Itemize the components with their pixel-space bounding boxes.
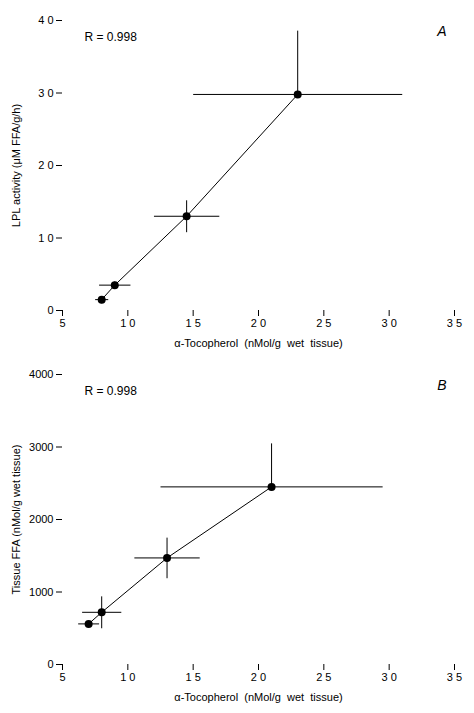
svg-text:2 5: 2 5 [316, 317, 331, 329]
svg-text:3 5: 3 5 [447, 671, 462, 683]
svg-text:LPL activity (μM FFA/g/h): LPL activity (μM FFA/g/h) [10, 104, 22, 227]
svg-text:R = 0.998: R = 0.998 [85, 30, 138, 44]
svg-text:R = 0.998: R = 0.998 [85, 384, 138, 398]
svg-text:1 0: 1 0 [38, 232, 53, 244]
svg-text:3 0: 3 0 [382, 317, 397, 329]
svg-text:0: 0 [47, 658, 53, 670]
svg-text:1000: 1000 [29, 586, 53, 598]
svg-text:5: 5 [59, 317, 65, 329]
svg-text:2 5: 2 5 [316, 671, 331, 683]
svg-text:3 0: 3 0 [382, 671, 397, 683]
svg-text:1 0: 1 0 [120, 317, 135, 329]
svg-text:3 5: 3 5 [447, 317, 462, 329]
svg-text:2 0: 2 0 [38, 159, 53, 171]
svg-text:4000: 4000 [29, 368, 53, 380]
svg-text:α-Tocopherol (nMol/g wet ti: α-Tocopherol (nMol/g wet tissue) [174, 691, 342, 703]
svg-text:0: 0 [47, 304, 53, 316]
svg-text:2000: 2000 [29, 513, 53, 525]
svg-text:3 0: 3 0 [38, 87, 53, 99]
svg-text:5: 5 [59, 671, 65, 683]
svg-text:1 5: 1 5 [186, 671, 201, 683]
svg-text:1 5: 1 5 [186, 317, 201, 329]
svg-text:B: B [437, 377, 446, 393]
svg-text:A: A [436, 23, 446, 39]
svg-text:4 0: 4 0 [38, 14, 53, 26]
svg-text:3000: 3000 [29, 441, 53, 453]
svg-text:1 0: 1 0 [120, 671, 135, 683]
svg-text:α-Tocopherol (nMol/g wet ti: α-Tocopherol (nMol/g wet tissue) [174, 337, 342, 349]
svg-text:Tissue FFA (nMol/g wet tissue): Tissue FFA (nMol/g wet tissue) [10, 445, 22, 595]
svg-text:2 0: 2 0 [251, 317, 266, 329]
svg-text:2 0: 2 0 [251, 671, 266, 683]
